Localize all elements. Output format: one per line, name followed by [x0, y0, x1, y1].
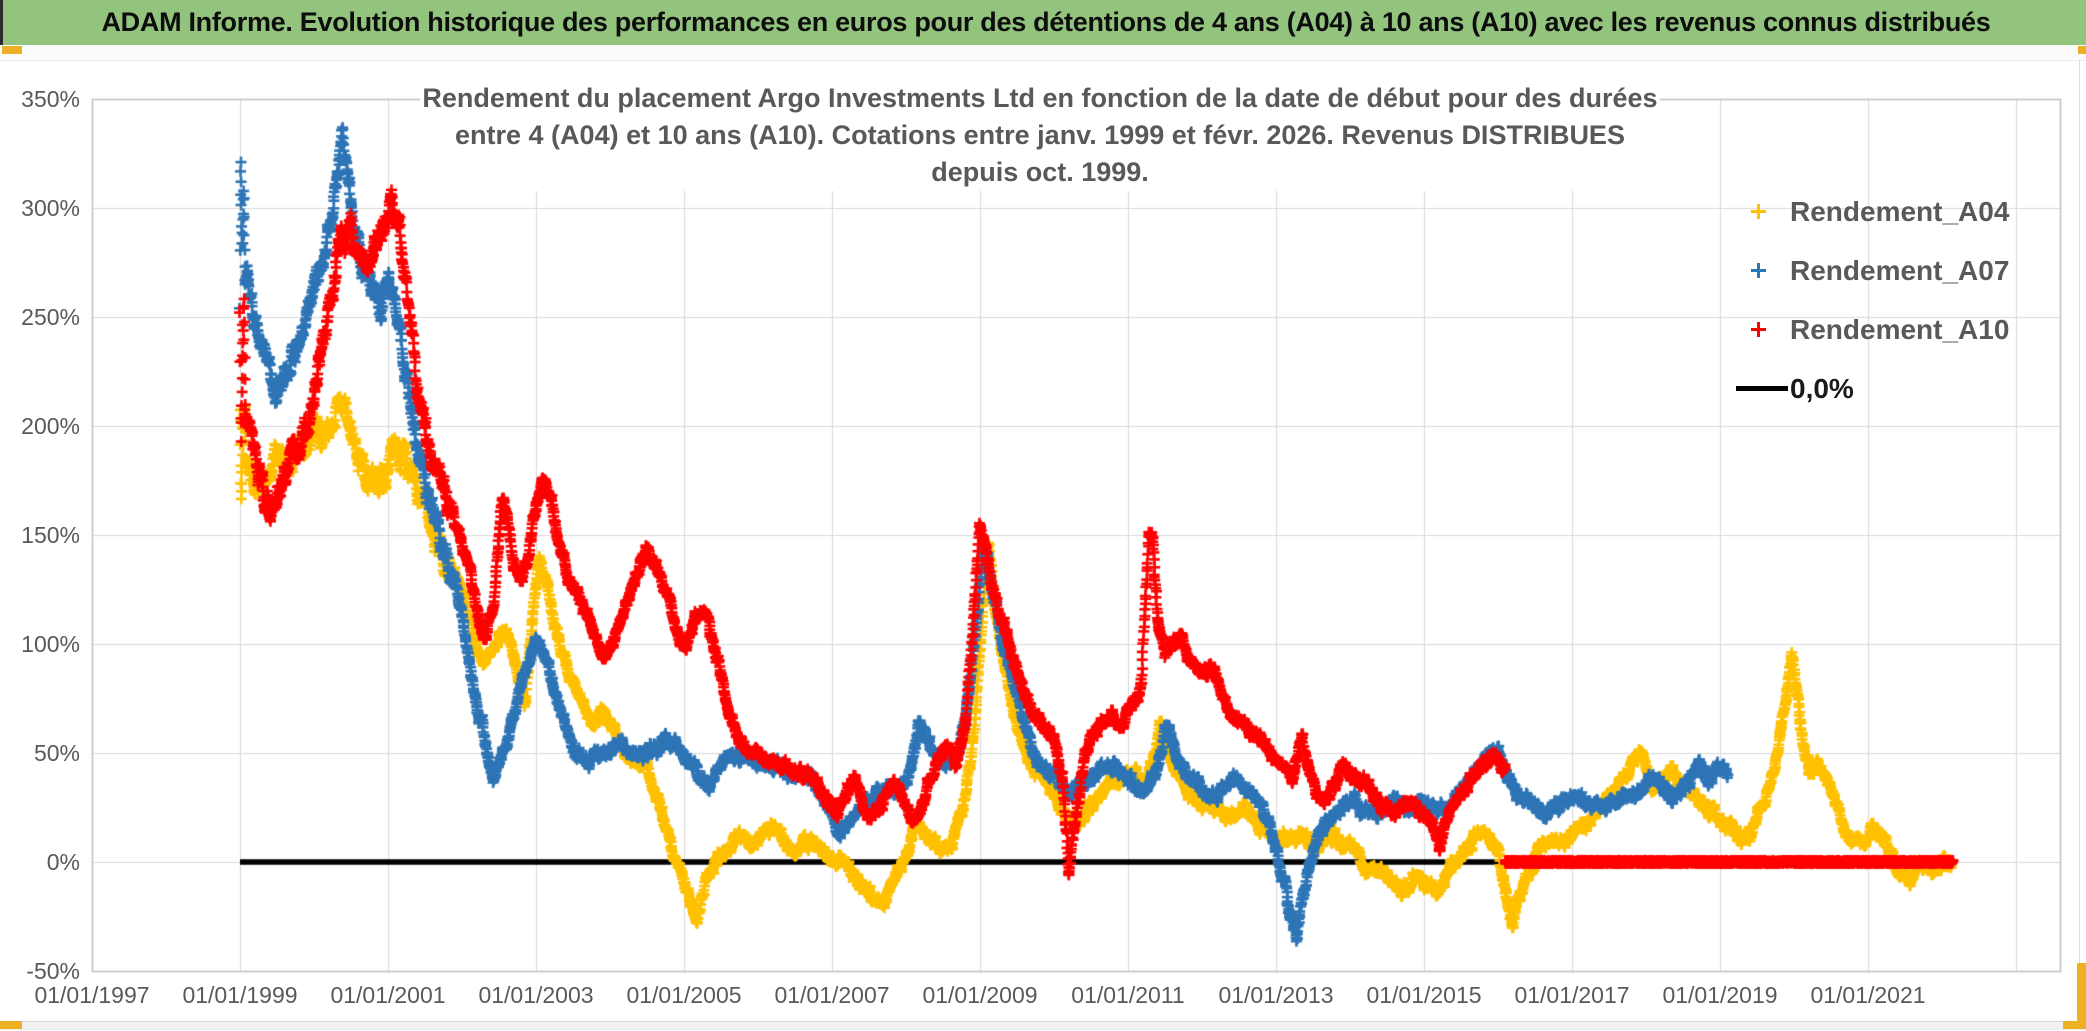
y-tick-label: 300%	[21, 195, 80, 221]
y-tick-label: 200%	[21, 413, 80, 439]
y-tick-label: 100%	[21, 631, 80, 657]
gold-accent-bottom-right	[2063, 1021, 2086, 1029]
legend-label: 0,0%	[1790, 372, 1854, 404]
gold-accent-bottom-left	[0, 1021, 22, 1029]
y-tick-label: -50%	[26, 958, 80, 984]
y-tick-label: 250%	[21, 304, 80, 330]
x-tick-label: 01/01/2007	[774, 982, 890, 1008]
gold-accent-right-strip	[2077, 963, 2086, 1021]
x-tick-label: 01/01/2001	[330, 982, 446, 1008]
x-tick-label: 01/01/2021	[1810, 982, 1926, 1008]
chart-title: Rendement du placement Argo Investments …	[420, 80, 1660, 191]
right-frame-line	[2079, 60, 2080, 963]
plus-marker-icon	[1736, 261, 1788, 281]
legend-item-rendement-a10: Rendement_A10	[1736, 300, 2066, 359]
x-tick-label: 01/01/2017	[1514, 982, 1630, 1008]
chart-title-line-1: Rendement du placement Argo Investments …	[422, 83, 1658, 113]
bottom-frame-bar	[0, 1021, 2086, 1030]
legend-label: Rendement_A04	[1790, 195, 2010, 227]
x-tick-label: 01/01/2005	[626, 982, 742, 1008]
x-tick-label: 01/01/1997	[34, 982, 150, 1008]
legend-label: Rendement_A10	[1790, 313, 2010, 345]
legend-item-0-0-: 0,0%	[1736, 359, 2066, 418]
x-tick-label: 01/01/2009	[922, 982, 1038, 1008]
x-tick-label: 01/01/2019	[1662, 982, 1778, 1008]
chart-legend: Rendement_A04 Rendement_A07 Rendement_A10 0…	[1736, 182, 2066, 418]
legend-label: Rendement_A07	[1790, 254, 2010, 286]
y-tick-label: 50%	[33, 740, 80, 766]
y-tick-label: 350%	[21, 86, 80, 112]
x-tick-label: 01/01/2015	[1366, 982, 1482, 1008]
legend-item-rendement-a04: Rendement_A04	[1736, 182, 2066, 241]
y-tick-label: 0%	[46, 849, 80, 875]
line-swatch-icon	[1736, 386, 1788, 391]
plus-marker-icon	[1736, 320, 1788, 340]
x-tick-label: 01/01/2013	[1218, 982, 1334, 1008]
plus-marker-icon	[1736, 202, 1788, 222]
x-tick-label: 01/01/2011	[1071, 982, 1185, 1008]
legend-item-rendement-a07: Rendement_A07	[1736, 241, 2066, 300]
x-tick-label: 01/01/1999	[182, 982, 298, 1008]
x-tick-label: 01/01/2003	[478, 982, 594, 1008]
y-tick-label: 150%	[21, 522, 80, 548]
chart-title-line-2: entre 4 (A04) et 10 ans (A10). Cotations…	[455, 120, 1625, 187]
